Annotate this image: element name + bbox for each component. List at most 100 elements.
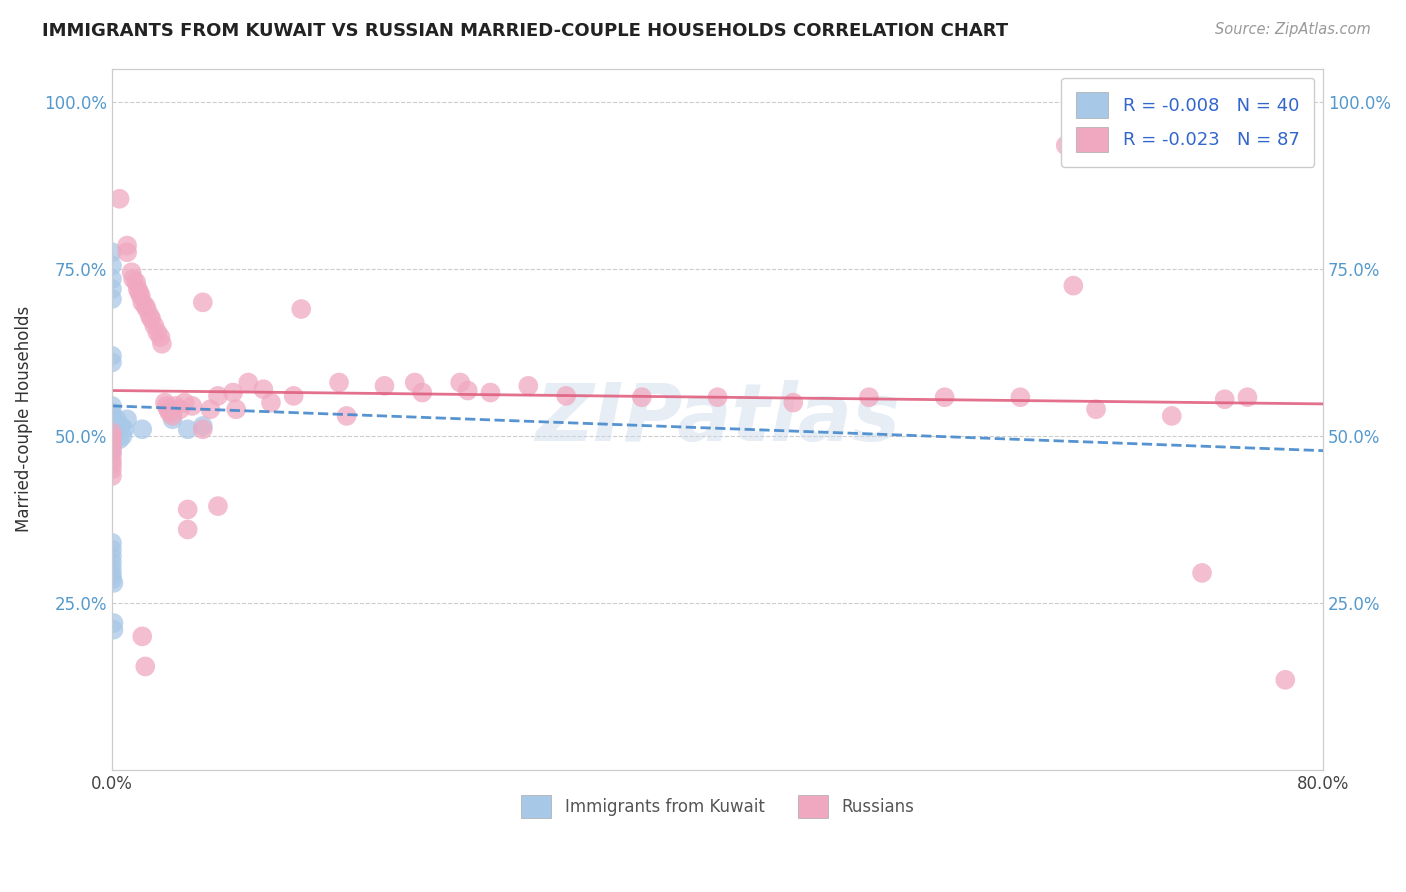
Point xyxy=(122,272,145,286)
Point xyxy=(207,499,229,513)
Point xyxy=(101,452,124,467)
Point xyxy=(238,376,260,390)
Point xyxy=(107,422,129,436)
Point xyxy=(134,299,156,313)
Point xyxy=(176,502,198,516)
Point xyxy=(101,440,124,454)
Point xyxy=(121,265,143,279)
Point xyxy=(101,549,124,564)
Point xyxy=(108,192,131,206)
Point xyxy=(125,275,148,289)
Point xyxy=(112,422,135,436)
Point xyxy=(131,295,153,310)
Point xyxy=(139,309,162,323)
Point xyxy=(115,412,138,426)
Point xyxy=(131,629,153,643)
Point xyxy=(115,245,138,260)
Point xyxy=(449,376,471,390)
Point xyxy=(101,259,124,273)
Point xyxy=(173,395,195,409)
Point xyxy=(110,419,132,434)
Point xyxy=(479,385,502,400)
Point xyxy=(290,301,312,316)
Point xyxy=(101,542,124,557)
Point xyxy=(131,422,153,436)
Point xyxy=(108,432,131,446)
Point xyxy=(143,318,166,333)
Point xyxy=(129,288,152,302)
Point xyxy=(159,406,181,420)
Point xyxy=(252,382,274,396)
Point xyxy=(1054,138,1077,153)
Point xyxy=(101,419,124,434)
Point xyxy=(191,419,214,434)
Point xyxy=(1274,673,1296,687)
Point xyxy=(101,406,124,420)
Point xyxy=(328,376,350,390)
Point xyxy=(176,422,198,436)
Point xyxy=(101,429,124,443)
Point xyxy=(135,301,157,316)
Point xyxy=(103,623,125,637)
Point xyxy=(111,429,134,443)
Point xyxy=(858,390,880,404)
Point xyxy=(162,409,184,423)
Point xyxy=(101,556,124,570)
Point xyxy=(101,457,124,471)
Point xyxy=(128,285,150,300)
Point xyxy=(101,349,124,363)
Point xyxy=(150,336,173,351)
Point xyxy=(457,384,479,398)
Point xyxy=(155,399,177,413)
Point xyxy=(1160,409,1182,423)
Point xyxy=(411,385,433,400)
Point xyxy=(555,389,578,403)
Point xyxy=(101,412,124,426)
Point xyxy=(127,282,149,296)
Point xyxy=(101,536,124,550)
Text: ZIPatlas: ZIPatlas xyxy=(536,380,900,458)
Point xyxy=(222,385,245,400)
Text: IMMIGRANTS FROM KUWAIT VS RUSSIAN MARRIED-COUPLE HOUSEHOLDS CORRELATION CHART: IMMIGRANTS FROM KUWAIT VS RUSSIAN MARRIE… xyxy=(42,22,1008,40)
Point xyxy=(101,355,124,369)
Point xyxy=(1085,402,1108,417)
Point xyxy=(260,395,283,409)
Point xyxy=(181,399,204,413)
Point xyxy=(146,326,169,340)
Point xyxy=(404,376,426,390)
Point xyxy=(1236,390,1258,404)
Point xyxy=(162,412,184,426)
Point xyxy=(149,330,172,344)
Point xyxy=(104,425,127,440)
Point xyxy=(225,402,247,417)
Point xyxy=(103,576,125,591)
Point xyxy=(101,399,124,413)
Point xyxy=(373,379,395,393)
Point xyxy=(101,445,124,459)
Point xyxy=(631,390,654,404)
Point xyxy=(1191,566,1213,580)
Point xyxy=(191,295,214,310)
Point xyxy=(1062,278,1084,293)
Point xyxy=(103,615,125,630)
Point xyxy=(169,402,191,417)
Point xyxy=(101,425,124,440)
Point xyxy=(176,523,198,537)
Y-axis label: Married-couple Households: Married-couple Households xyxy=(15,306,32,533)
Point xyxy=(101,245,124,260)
Point xyxy=(141,312,163,326)
Point xyxy=(101,424,124,438)
Point xyxy=(101,282,124,296)
Point xyxy=(1213,392,1236,407)
Point xyxy=(336,409,359,423)
Point xyxy=(782,395,804,409)
Point xyxy=(105,412,128,426)
Point xyxy=(101,439,124,453)
Point xyxy=(207,389,229,403)
Point xyxy=(101,563,124,577)
Point xyxy=(104,416,127,430)
Legend: Immigrants from Kuwait, Russians: Immigrants from Kuwait, Russians xyxy=(515,788,921,825)
Point xyxy=(101,434,124,449)
Point xyxy=(101,292,124,306)
Point xyxy=(200,402,222,417)
